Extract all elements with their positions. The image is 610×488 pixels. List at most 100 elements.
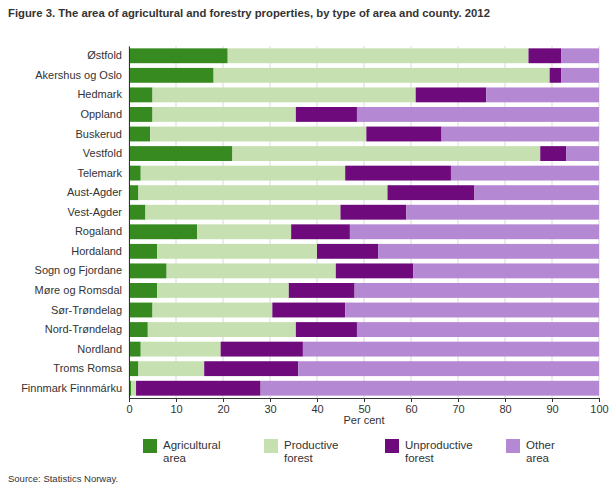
y-tick-label: Telemark <box>77 167 122 179</box>
x-tick-label: 50 <box>358 403 370 415</box>
bar <box>232 146 540 161</box>
x-tick-mark <box>458 398 459 402</box>
x-tick: 100 <box>590 398 608 415</box>
bar <box>303 342 599 357</box>
y-tick-label: Aust-Agder <box>67 186 122 198</box>
y-tick-label: Nord-Trøndelag <box>45 323 122 335</box>
legend-label: Agriculturalarea <box>163 439 221 464</box>
y-tick: Buskerud <box>76 128 122 140</box>
bar <box>129 146 232 161</box>
bar <box>221 342 303 357</box>
bar <box>136 381 261 396</box>
bar <box>350 224 599 239</box>
y-tick: Nord-Trøndelag <box>45 323 122 335</box>
bar <box>129 283 157 298</box>
y-tick-label: Vest-Agder <box>68 206 123 218</box>
bar <box>261 381 599 396</box>
x-tick-label: 100 <box>590 403 608 415</box>
y-axis-line <box>129 47 130 399</box>
bar <box>129 322 148 337</box>
x-tick-label: 90 <box>546 403 558 415</box>
bar <box>442 127 599 142</box>
legend-swatch <box>506 439 520 453</box>
x-tick: 50 <box>358 398 370 415</box>
y-tick-label: Hedmark <box>77 88 122 100</box>
x-tick: 0 <box>126 398 132 415</box>
y-tick: Hedmark <box>77 88 122 100</box>
x-tick-mark <box>176 398 177 402</box>
x-axis: 0102030405060708090100 <box>126 398 608 415</box>
y-tick-label: Hordaland <box>71 245 122 257</box>
x-tick-mark <box>223 398 224 402</box>
bar <box>540 146 566 161</box>
bar <box>345 166 451 181</box>
bar <box>167 263 336 278</box>
y-tick-label: Sør-Trøndelag <box>51 304 122 316</box>
legend-swatch <box>143 439 157 453</box>
x-tick: 30 <box>264 398 276 415</box>
x-tick-mark <box>505 398 506 402</box>
x-tick-mark <box>411 398 412 402</box>
x-tick-label: 80 <box>499 403 511 415</box>
bar <box>298 361 599 376</box>
x-tick-mark <box>364 398 365 402</box>
title: Figure 3. The area of agricultural and f… <box>8 7 490 19</box>
y-tick: Rogaland <box>75 225 122 237</box>
bar <box>129 107 153 122</box>
bar <box>336 263 414 278</box>
y-tick-label: Finnmark Finnmárku <box>21 382 122 394</box>
y-tick: Sør-Trøndelag <box>51 304 122 316</box>
legend-label: Unproductiveforest <box>405 439 473 464</box>
y-tick-label: Nordland <box>77 343 122 355</box>
x-tick: 20 <box>217 398 229 415</box>
y-tick: Telemark <box>77 167 122 179</box>
x-tick-mark <box>599 398 600 402</box>
bar <box>357 107 599 122</box>
y-tick-label: Rogaland <box>75 225 122 237</box>
bars <box>129 48 599 395</box>
bar <box>317 244 378 259</box>
y-tick: Hordaland <box>71 245 122 257</box>
grid <box>129 46 599 398</box>
bar <box>406 205 599 220</box>
bar <box>214 68 550 83</box>
bar <box>150 127 366 142</box>
bar <box>145 205 340 220</box>
bar <box>157 244 317 259</box>
bar <box>388 185 475 200</box>
x-tick-label: 30 <box>264 403 276 415</box>
legend-item: Productiveforest <box>264 439 338 464</box>
bar <box>141 342 221 357</box>
y-tick: Sogn og Fjordane <box>35 264 122 276</box>
bar <box>129 166 141 181</box>
legend-item: Unproductiveforest <box>385 439 473 464</box>
x-axis-title: Per cent <box>344 414 385 426</box>
bar <box>129 127 150 142</box>
y-tick-label: Møre og Romsdal <box>35 284 122 296</box>
bar <box>129 185 138 200</box>
bar <box>141 166 345 181</box>
bar <box>486 87 599 102</box>
legend-label: Productiveforest <box>284 439 338 464</box>
bar <box>416 87 487 102</box>
bar <box>129 48 228 63</box>
y-tick: Nordland <box>77 343 122 355</box>
bar <box>131 381 136 396</box>
bar <box>153 303 273 318</box>
bar <box>153 107 296 122</box>
x-tick-label: 10 <box>170 403 182 415</box>
y-tick: Møre og Romsdal <box>35 284 122 296</box>
bar <box>148 322 296 337</box>
bar <box>129 342 141 357</box>
x-tick: 80 <box>499 398 511 415</box>
bar <box>204 361 298 376</box>
bar <box>129 303 153 318</box>
bar <box>341 205 407 220</box>
bar <box>129 205 145 220</box>
chart: Figure 3. The area of agricultural and f… <box>0 0 610 488</box>
bar <box>153 87 416 102</box>
bar <box>355 283 599 298</box>
x-tick-mark <box>129 398 130 402</box>
x-tick: 40 <box>311 398 323 415</box>
y-tick-label: Troms Romsa <box>53 362 123 374</box>
